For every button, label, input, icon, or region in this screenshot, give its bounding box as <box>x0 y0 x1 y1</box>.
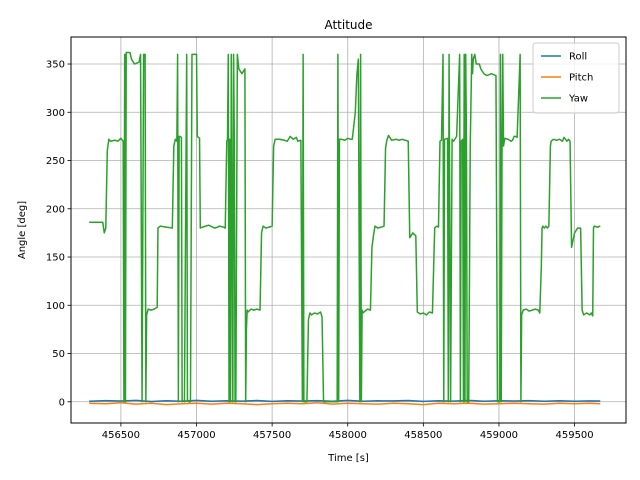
x-tick-label: 458500 <box>404 430 442 441</box>
x-tick-label: 459500 <box>555 430 593 441</box>
x-tick-label: 457000 <box>177 430 215 441</box>
legend-frame <box>532 42 620 114</box>
y-tick-label: 100 <box>46 301 65 312</box>
chart-title: Attitude <box>324 18 372 32</box>
legend-label-pitch: Pitch <box>569 73 593 84</box>
legend-label-yaw: Yaw <box>568 94 588 105</box>
y-axis-label: Angle [deg] <box>17 201 28 259</box>
series-line-roll <box>89 399 601 403</box>
x-axis-label: Time [s] <box>327 453 369 464</box>
series-line-pitch <box>89 401 601 406</box>
x-tick-label: 458000 <box>329 430 367 441</box>
y-tick-label: 250 <box>46 156 65 167</box>
x-tick-label: 457500 <box>253 430 291 441</box>
y-tick-label: 0 <box>59 397 65 408</box>
x-tick-label: 459000 <box>480 430 518 441</box>
y-axis-ticks: 0 50 100 150 200 250 300 350 <box>46 60 71 408</box>
x-tick-label: 456500 <box>102 430 140 441</box>
y-tick-label: 350 <box>46 60 65 71</box>
axes-frame <box>70 36 627 424</box>
y-tick-label: 50 <box>52 349 65 360</box>
y-tick-label: 300 <box>46 108 65 119</box>
y-tick-label: 200 <box>46 204 65 215</box>
grid-lines <box>71 37 626 423</box>
y-tick-label: 150 <box>46 253 65 264</box>
legend: Roll Pitch Yaw <box>532 42 620 114</box>
series-lines <box>89 51 601 406</box>
x-axis-ticks: 456500 457000 457500 458000 458500 459000 4595… <box>102 423 594 441</box>
series-line-yaw <box>89 51 601 403</box>
legend-label-roll: Roll <box>569 52 587 63</box>
